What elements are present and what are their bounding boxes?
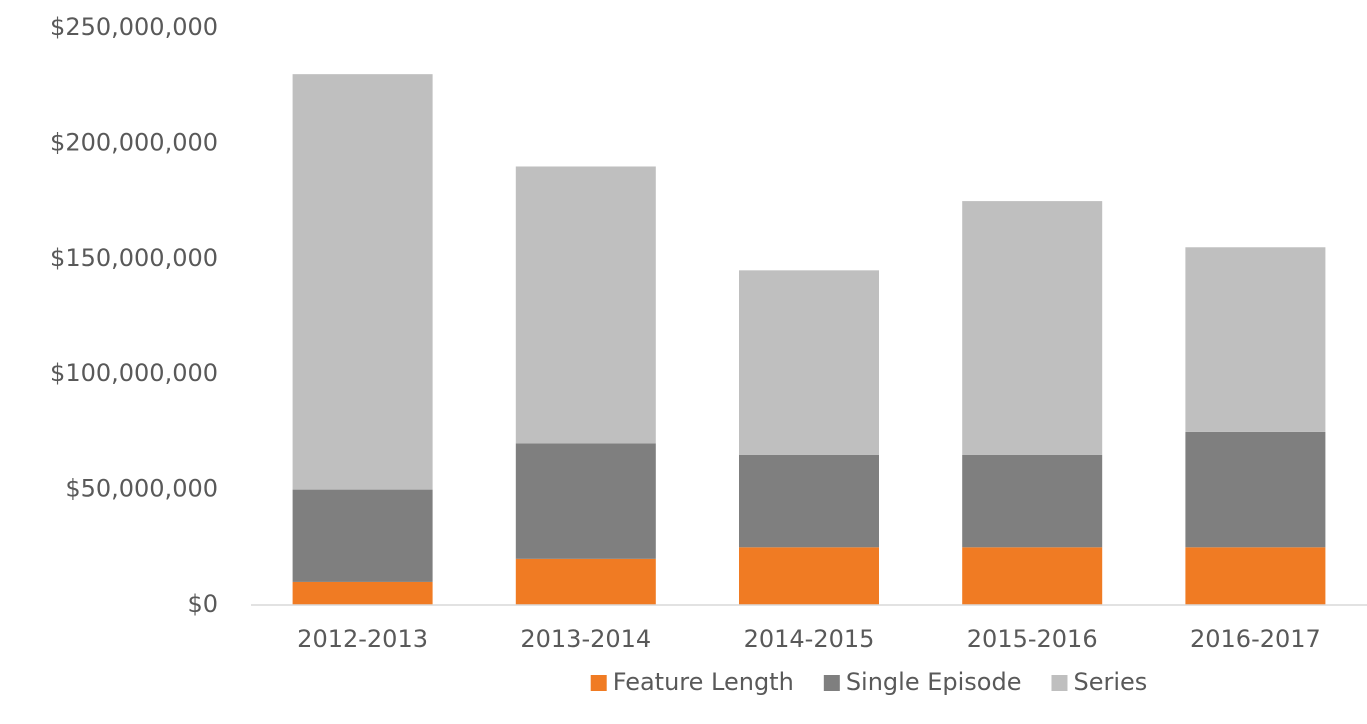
bar-segment (739, 455, 879, 547)
y-tick-label: $50,000,000 (65, 475, 218, 503)
legend-label: Feature Length (613, 668, 794, 696)
y-tick-label: $150,000,000 (50, 244, 218, 272)
bar-segment (1185, 432, 1325, 547)
legend-swatch (1051, 675, 1067, 691)
chart: $0 $50,000,000 $100,000,000 $150,000,000 $20… (0, 0, 1367, 724)
bar-segment (962, 201, 1102, 455)
x-tick-label: 2013-2014 (520, 625, 651, 653)
bar-segment (1185, 547, 1325, 605)
bar-segment (1185, 247, 1325, 432)
legend-swatch (824, 675, 840, 691)
bar-segment (739, 270, 879, 455)
bar-segment (516, 443, 656, 558)
bar-segment (962, 547, 1102, 605)
bar-segment (516, 559, 656, 605)
bar-segment (516, 166, 656, 443)
x-tick-label: 2015-2016 (967, 625, 1098, 653)
legend-swatch (591, 675, 607, 691)
y-tick-label: $200,000,000 (50, 128, 218, 156)
x-tick-label: 2016-2017 (1190, 625, 1321, 653)
bar-segment (293, 490, 433, 582)
bar-segment (962, 455, 1102, 547)
y-tick-label: $0 (187, 590, 218, 618)
x-tick-label: 2014-2015 (744, 625, 875, 653)
legend-label: Series (1073, 668, 1147, 696)
x-tick-label: 2012-2013 (297, 625, 428, 653)
y-tick-label: $100,000,000 (50, 359, 218, 387)
page: $0 $50,000,000 $100,000,000 $150,000,000 $20… (0, 0, 1367, 724)
bar-segment (293, 74, 433, 489)
bar-segment (739, 547, 879, 605)
y-tick-label: $250,000,000 (50, 13, 218, 41)
bar-segment (293, 582, 433, 605)
legend-label: Single Episode (846, 668, 1022, 696)
